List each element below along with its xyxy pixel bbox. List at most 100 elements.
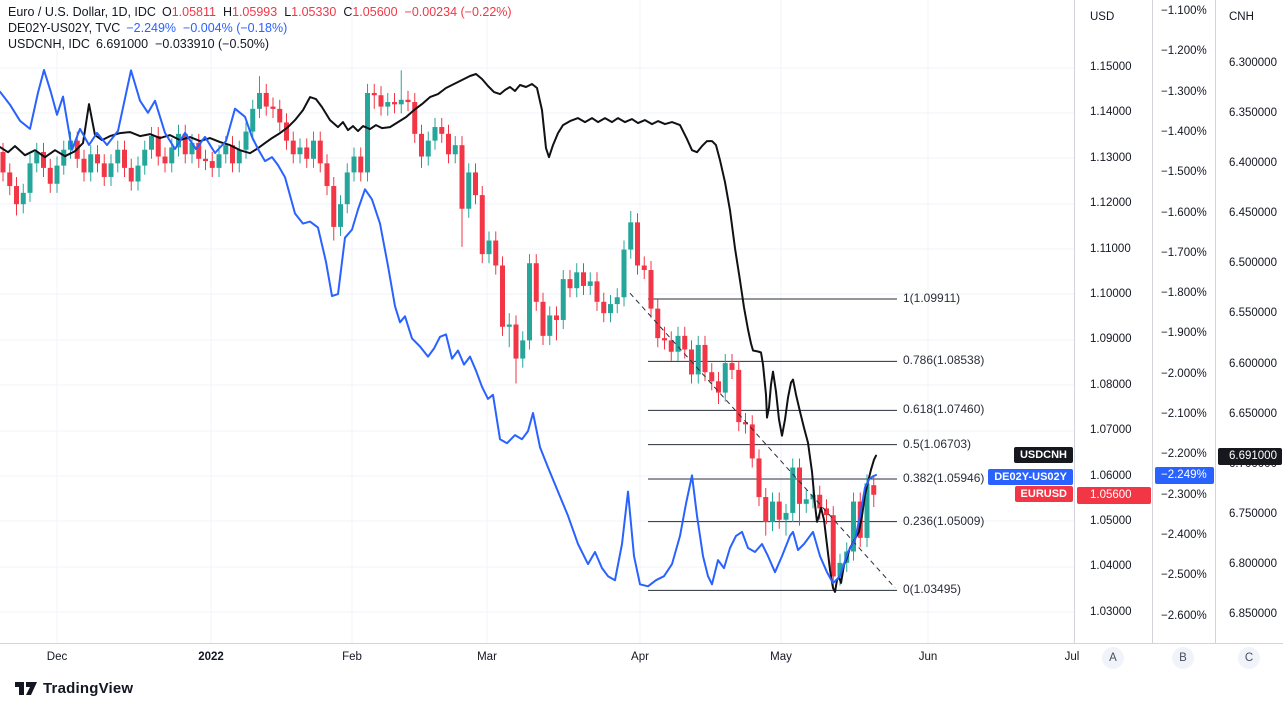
candle-body: [0, 151, 6, 173]
symbol-title-spread[interactable]: DE02Y-US02Y, TVC: [8, 21, 121, 35]
candle-body: [317, 140, 323, 164]
chart-legend: Euro / U.S. Dollar, 1D, IDC O1.05811 H1.05…: [8, 4, 512, 52]
candle-body: [830, 515, 836, 577]
price-scale-usd[interactable]: USD 1.15000 1.14000 1.13000 1.12000 1.11000 1.…: [1074, 0, 1153, 671]
ohlc-low-letter: L: [284, 5, 292, 19]
fib-label: 0.618(1.07460): [903, 402, 985, 417]
legend-row-eurusd[interactable]: Euro / U.S. Dollar, 1D, IDC O1.05811 H1.05…: [8, 4, 512, 20]
candle-body: [203, 158, 208, 162]
candle-body: [837, 562, 843, 577]
candle-body: [122, 149, 127, 168]
candle-body: [493, 240, 499, 266]
scale-tick: 6.600000: [1229, 357, 1277, 370]
candle-body: [128, 167, 134, 182]
candle-body: [520, 340, 526, 359]
candle-body: [392, 102, 397, 105]
candle-body: [115, 149, 121, 164]
scale-title-cnh: CNH: [1229, 11, 1254, 23]
usdcnh-change-value: −0.033910 (−0.50%): [155, 37, 270, 51]
scale-tick: −1.600%: [1161, 206, 1207, 219]
candle-body: [695, 344, 701, 375]
time-axis[interactable]: Dec 2022 Feb Mar Apr May Jun Jul A B C: [0, 643, 1283, 672]
legend-row-usdcnh[interactable]: USDCNH, IDC 6.691000 −0.033910 (−0.50%): [8, 36, 512, 52]
candle-body: [540, 301, 546, 336]
scale-tick: −2.200%: [1161, 448, 1207, 461]
time-label: Feb: [342, 651, 362, 663]
candle-body: [635, 222, 640, 266]
scale-tick: 1.11000: [1090, 242, 1131, 255]
candle-body: [851, 501, 856, 552]
candle-body: [344, 172, 350, 205]
legend-row-spread[interactable]: DE02Y-US02Y, TVC −2.249% −0.004% (−0.18%): [8, 20, 512, 36]
fib-label: 1(1.09911): [903, 291, 961, 306]
candle-body: [554, 315, 559, 320]
scale-toggle-button-a[interactable]: A: [1102, 647, 1124, 669]
candle-body: [257, 92, 262, 109]
time-label: May: [770, 651, 792, 663]
tradingview-logo-icon: [15, 682, 37, 695]
scale-tick: −2.600%: [1161, 609, 1207, 622]
candle-body: [61, 149, 67, 166]
candle-body: [14, 186, 19, 205]
candle-body: [209, 161, 215, 168]
ohlc-open-value: 1.05811: [171, 5, 216, 19]
candle-body: [284, 122, 289, 141]
candle-body: [452, 145, 458, 155]
price-scale-pct[interactable]: −1.100% −1.200% −1.300% −1.400% −1.500% −1.60…: [1152, 0, 1216, 671]
candle-body: [196, 142, 202, 159]
scale-tick: 1.09000: [1090, 333, 1132, 346]
fib-label: 0(1.03495): [903, 582, 962, 597]
candle-body: [432, 127, 438, 141]
scale-tick: 6.400000: [1229, 157, 1277, 170]
candle-body: [236, 149, 242, 164]
scale-tick: 6.300000: [1229, 57, 1277, 69]
candle-body: [169, 147, 175, 164]
candle-body: [358, 156, 364, 173]
candle-body: [155, 136, 161, 157]
candle-body: [608, 304, 613, 314]
ohlc-high-letter: H: [222, 5, 232, 19]
candle-body: [419, 133, 424, 157]
scale-tick: −1.500%: [1161, 166, 1207, 179]
scale-toggle-button-c[interactable]: C: [1238, 647, 1260, 669]
scale-tick: 1.03000: [1090, 605, 1132, 618]
candle-body: [567, 279, 573, 289]
spread-change-value: −0.004% (−0.18%): [183, 21, 288, 35]
scale-tick: 1.06000: [1090, 469, 1132, 482]
candle-body: [466, 172, 472, 209]
scale-tick: −2.400%: [1161, 528, 1207, 541]
scale-tick: 1.15000: [1090, 61, 1132, 73]
series-line-de02y-us02y[interactable]: [0, 69, 877, 588]
tradingview-logo[interactable]: TradingView: [14, 679, 133, 697]
candle-body: [405, 99, 411, 103]
scale-tick: −1.200%: [1161, 45, 1207, 58]
candle-body: [189, 142, 195, 155]
trendline-dashed[interactable]: [629, 292, 896, 589]
scale-tick: −1.900%: [1161, 327, 1207, 340]
scale-tick: −2.500%: [1161, 569, 1207, 582]
scale-toggle-button-b[interactable]: B: [1172, 647, 1194, 669]
symbol-title-eurusd[interactable]: Euro / U.S. Dollar, 1D, IDC: [8, 5, 156, 19]
candle-body: [439, 127, 445, 134]
candle-body: [675, 335, 681, 352]
price-chart-canvas[interactable]: [0, 0, 1074, 643]
scale-tick: −2.300%: [1161, 488, 1207, 501]
scale-tick: 6.550000: [1229, 307, 1277, 320]
candle-body: [655, 308, 661, 339]
chart-pane[interactable]: Euro / U.S. Dollar, 1D, IDC O1.05811 H1.05…: [0, 0, 1074, 643]
candle-body: [803, 499, 809, 504]
usdcnh-value: 6.691000: [95, 37, 149, 51]
candle-body: [135, 165, 141, 182]
symbol-title-usdcnh[interactable]: USDCNH, IDC: [8, 37, 90, 51]
candle-body: [770, 501, 775, 522]
price-scale-cnh[interactable]: CNH 6.300000 6.350000 6.400000 6.450000 6.500…: [1215, 0, 1283, 671]
candle-body: [648, 270, 654, 309]
scale-tick: −1.800%: [1161, 287, 1207, 300]
series-line-usdcnh[interactable]: [0, 73, 877, 593]
candle-body: [662, 338, 667, 341]
candle-body: [479, 195, 485, 255]
candle-body: [182, 133, 188, 155]
price-badge-cnh: 6.691000: [1218, 448, 1282, 465]
candle-body: [162, 156, 168, 164]
